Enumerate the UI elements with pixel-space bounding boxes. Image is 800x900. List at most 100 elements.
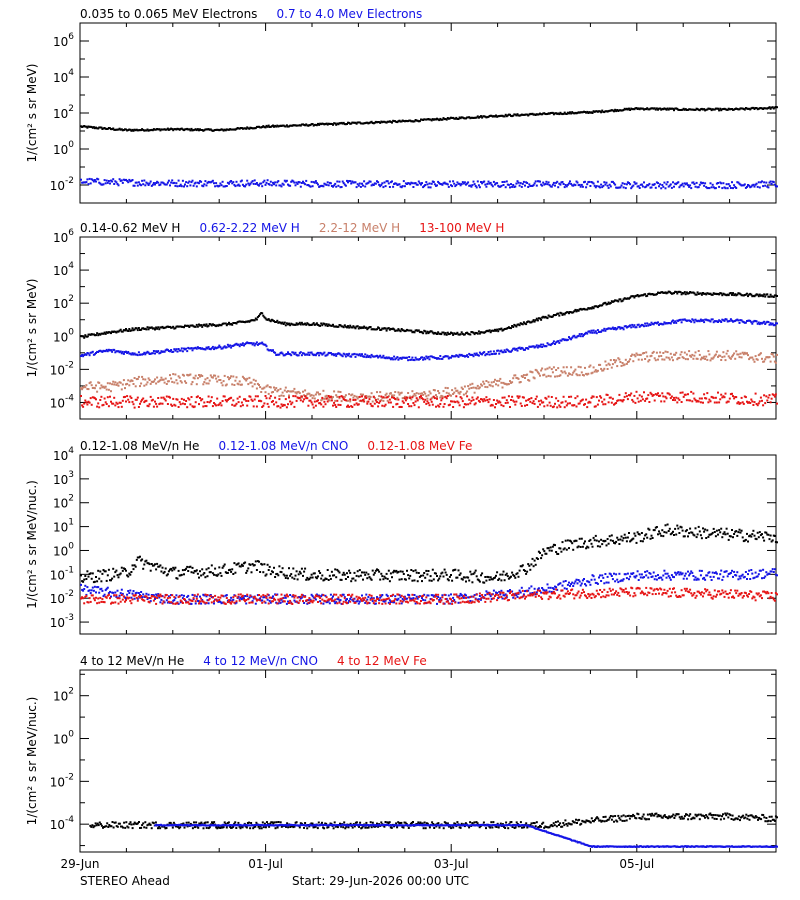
data-point xyxy=(720,292,723,295)
data-point xyxy=(166,181,169,184)
data-point xyxy=(696,357,699,360)
data-point xyxy=(315,182,318,185)
data-point xyxy=(195,347,198,350)
data-point xyxy=(100,395,103,398)
data-point xyxy=(366,402,369,405)
data-point xyxy=(228,345,230,348)
data-point xyxy=(610,401,613,404)
data-point xyxy=(361,400,363,403)
data-point xyxy=(96,580,99,583)
data-point xyxy=(377,181,380,184)
data-point xyxy=(397,570,400,573)
data-point xyxy=(387,569,390,572)
data-point xyxy=(189,347,192,350)
data-point xyxy=(362,355,364,358)
data-point xyxy=(207,395,210,398)
data-point xyxy=(442,356,445,359)
data-point xyxy=(151,352,154,355)
data-point xyxy=(158,352,161,355)
data-point xyxy=(605,181,608,184)
data-point xyxy=(235,563,238,566)
data-point xyxy=(248,127,251,130)
data-point xyxy=(90,384,93,387)
data-point xyxy=(368,121,371,124)
data-point xyxy=(300,321,303,324)
data-point xyxy=(241,564,244,567)
data-point xyxy=(282,597,285,599)
data-point xyxy=(113,348,116,351)
data-point xyxy=(87,589,90,592)
data-point xyxy=(172,566,175,569)
data-point xyxy=(95,398,97,401)
data-point xyxy=(599,395,602,398)
data-point xyxy=(367,356,370,358)
data-point xyxy=(152,327,155,330)
data-point xyxy=(165,183,168,186)
data-point xyxy=(717,321,719,323)
data-point xyxy=(165,383,168,385)
data-point xyxy=(425,355,428,358)
data-point xyxy=(206,377,209,380)
data-point xyxy=(142,567,145,570)
data-point xyxy=(607,542,610,545)
data-point xyxy=(365,395,368,397)
data-point xyxy=(662,352,665,354)
data-point xyxy=(643,181,645,184)
data-point xyxy=(159,564,162,567)
data-point xyxy=(166,348,169,351)
data-point xyxy=(691,108,694,111)
data-point xyxy=(581,545,584,548)
data-point xyxy=(172,397,175,400)
data-point xyxy=(159,379,162,382)
data-point xyxy=(258,125,260,128)
data-point xyxy=(282,573,285,576)
data-point xyxy=(111,330,114,333)
data-point xyxy=(680,293,683,296)
data-point xyxy=(561,313,564,316)
data-point xyxy=(141,179,144,182)
data-point xyxy=(724,318,727,321)
data-point xyxy=(689,291,692,293)
data-point xyxy=(230,128,233,131)
data-point xyxy=(317,351,319,354)
data-point xyxy=(372,395,375,398)
data-point xyxy=(401,356,404,359)
data-point xyxy=(529,568,532,571)
data-point xyxy=(609,185,612,188)
data-point xyxy=(460,397,463,400)
data-point xyxy=(459,184,462,187)
data-point xyxy=(280,185,283,188)
data-point xyxy=(305,179,308,182)
data-point xyxy=(347,121,349,124)
data-point xyxy=(598,399,600,402)
data-point xyxy=(126,574,129,577)
data-point xyxy=(378,183,381,186)
data-point xyxy=(364,185,367,188)
data-point xyxy=(441,183,444,186)
data-point xyxy=(176,382,179,385)
data-point xyxy=(475,186,478,189)
data-point xyxy=(89,592,92,595)
data-point xyxy=(130,179,133,182)
data-point xyxy=(417,358,420,361)
data-point xyxy=(189,602,192,605)
data-point xyxy=(645,185,648,188)
data-point xyxy=(737,531,740,534)
data-point xyxy=(293,353,296,356)
data-point xyxy=(534,368,537,371)
data-point xyxy=(595,539,598,542)
data-point xyxy=(712,186,715,189)
data-point xyxy=(463,355,466,358)
data-point xyxy=(303,570,306,573)
data-point xyxy=(772,324,775,327)
y-tick-label: 102 xyxy=(53,294,74,311)
data-point xyxy=(150,399,153,402)
data-point xyxy=(591,112,594,114)
data-point xyxy=(669,107,672,110)
data-point xyxy=(530,370,533,373)
data-point xyxy=(146,381,149,384)
data-point xyxy=(709,359,712,362)
data-point xyxy=(595,396,598,399)
data-point xyxy=(666,107,669,110)
data-point xyxy=(225,324,228,327)
